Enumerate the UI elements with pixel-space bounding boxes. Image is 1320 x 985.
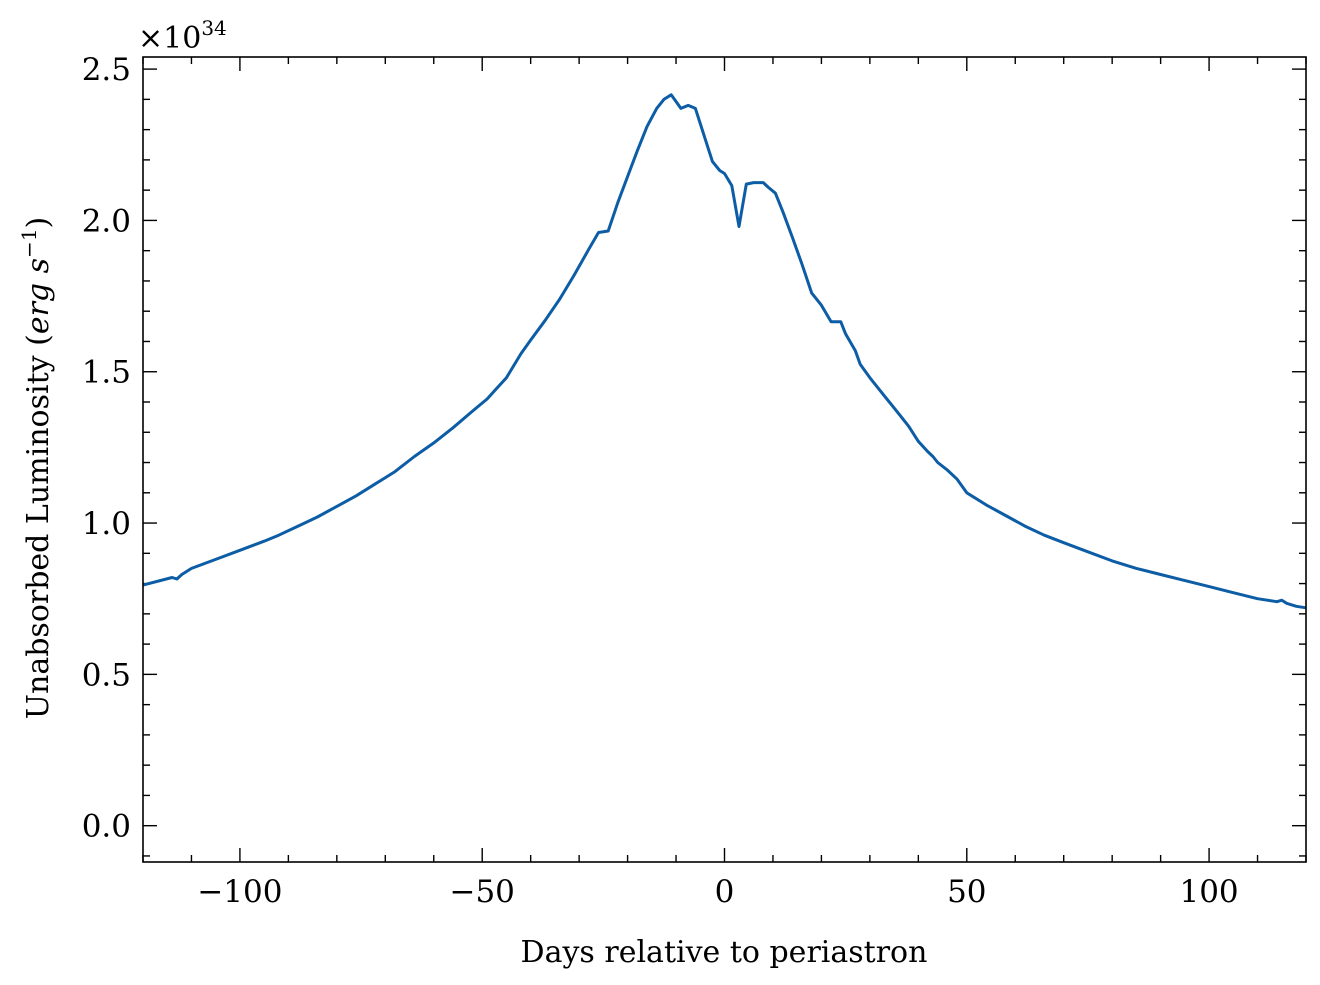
- x-tick-label: 0: [715, 874, 735, 910]
- y-tick-label: 2.0: [82, 203, 131, 239]
- minor-ticks: [142, 57, 1307, 862]
- y-tick-label: 0.0: [82, 809, 131, 845]
- y-tick-label: 2.5: [82, 52, 131, 88]
- y-tick-label: 1.0: [82, 506, 131, 542]
- y-tick-label: 1.5: [82, 355, 131, 391]
- x-tick-label: −50: [449, 874, 514, 910]
- y-tick-labels: 0.0 0.5 1.0 1.5 2.0 2.5: [82, 52, 131, 845]
- luminosity-line: [142, 93, 1307, 610]
- x-axis-label: Days relative to periastron: [521, 935, 928, 970]
- y-axis-label: Unabsorbed Luminosity (erg s−1): [17, 217, 56, 720]
- y-tick-label: 0.5: [82, 657, 131, 693]
- plot-frame: [142, 56, 1307, 863]
- major-ticks: [143, 57, 1306, 862]
- x-tick-label: 100: [1179, 874, 1238, 910]
- y-multiplier: ×1034: [138, 16, 227, 56]
- x-tick-label: 50: [947, 874, 986, 910]
- x-tick-label: −100: [197, 874, 282, 910]
- x-tick-labels: −100 −50 0 50 100: [197, 874, 1238, 910]
